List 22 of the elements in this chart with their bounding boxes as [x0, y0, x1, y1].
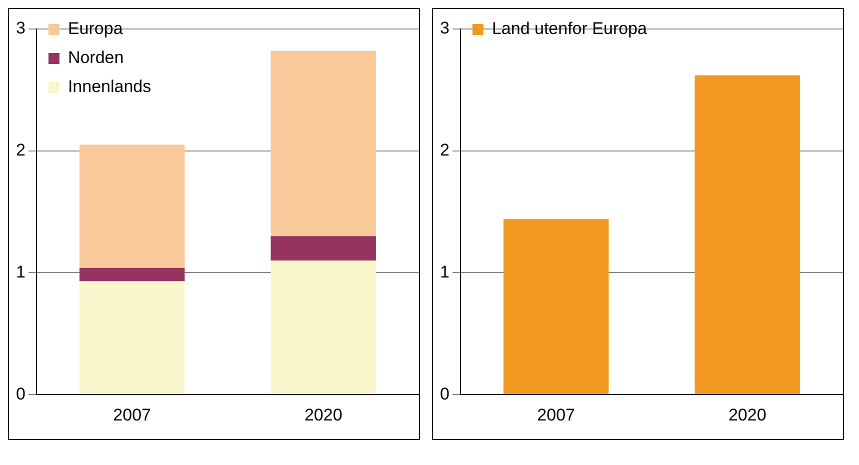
- legend-label: Land utenfor Europa: [492, 19, 648, 38]
- y-tick-label: 3: [440, 18, 450, 38]
- bar: [79, 144, 185, 268]
- y-tick-label: 0: [16, 384, 26, 404]
- legend-label: Europa: [68, 19, 124, 38]
- bar: [79, 281, 185, 394]
- legend-label: Norden: [68, 48, 124, 68]
- bar: [79, 268, 185, 282]
- x-tick-label: 2007: [537, 405, 576, 424]
- y-tick-label: 2: [16, 140, 26, 160]
- y-tick-label: 2: [440, 140, 450, 160]
- y-tick-label: 1: [16, 262, 26, 282]
- legend-label: Innenlands: [68, 77, 152, 96]
- x-tick-label: 2020: [728, 405, 766, 424]
- y-tick-label: 1: [440, 262, 450, 282]
- bar: [270, 50, 376, 236]
- y-tick-label: 3: [16, 18, 26, 38]
- x-tick-label: 2007: [113, 405, 152, 424]
- x-tick-label: 2020: [304, 405, 342, 424]
- bar: [270, 236, 376, 261]
- y-tick-label: 0: [440, 384, 450, 404]
- bar: [270, 260, 376, 394]
